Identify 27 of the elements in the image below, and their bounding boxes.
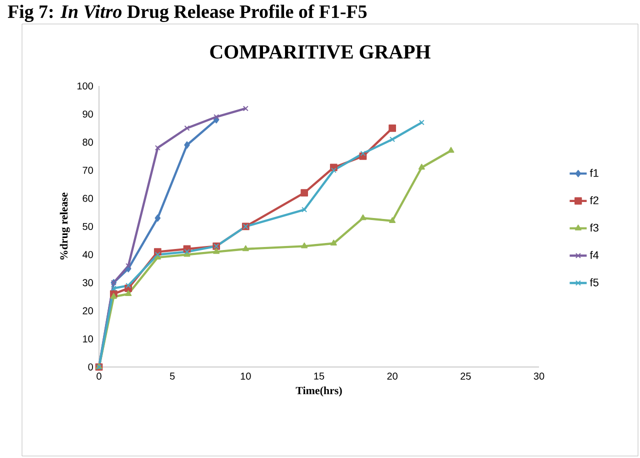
y-tick-label: 40 [82,251,93,258]
y-tick-label: 100 [78,82,93,90]
y-tick-label: 20 [82,307,93,314]
x-tick-label: 0 [96,372,102,380]
y-tick-label: 60 [82,194,93,202]
y-tick-label: 70 [82,166,93,174]
x-tick-label: 5 [170,372,175,380]
x-tick-label: 30 [534,372,544,380]
legend-label: f3 [590,224,598,232]
x-tick-label: 20 [387,372,398,380]
y-tick-label: 80 [82,138,93,146]
x-tick-label: 10 [240,372,251,380]
y-axis-title: %drug release [60,192,70,260]
legend-label: f1 [590,168,598,177]
y-tick-label: 90 [82,110,93,118]
legend-label: f4 [590,250,599,259]
x-tick-label: 25 [460,372,471,380]
legend-label: f2 [590,196,598,204]
x-axis-title: Time(hrs) [296,386,342,396]
legend-label: f5 [590,278,598,286]
chart-title: COMPARITIVE GRAPH [210,45,430,59]
y-tick-label: 10 [83,335,93,342]
y-tick-label: 0 [88,363,93,371]
x-tick-label: 15 [314,372,324,380]
y-tick-label: 50 [82,222,93,230]
text: Fig 7: In Vitro Drug Release Profile of F1-F5 [8,4,367,22]
y-tick-label: 30 [82,279,93,286]
